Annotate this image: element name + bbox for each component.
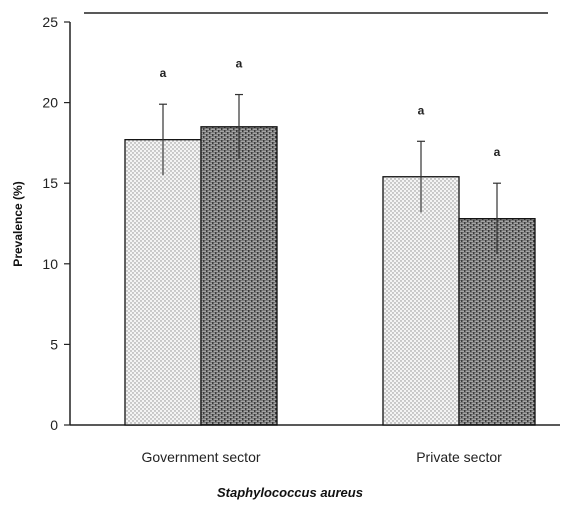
y-tick-label: 0 <box>50 417 58 433</box>
y-axis-title: Prevalence (%) <box>11 181 25 266</box>
y-tick-label: 10 <box>42 256 58 272</box>
y-tick-label: 20 <box>42 95 58 111</box>
bar-private-series-1 <box>382 176 460 426</box>
significance-label: a <box>160 66 167 80</box>
category-label: Private sector <box>416 449 502 465</box>
y-tick-label: 15 <box>42 175 58 191</box>
category-label-group: Government sector Private sector <box>141 449 502 465</box>
significance-label-group: a a a a <box>160 57 501 160</box>
y-tick-label: 5 <box>50 336 58 352</box>
category-label: Government sector <box>141 449 260 465</box>
significance-label: a <box>418 103 425 117</box>
bar-government-series-2 <box>200 126 278 426</box>
bar-group <box>124 126 536 426</box>
x-axis-title: Staphylococcus aureus <box>217 485 363 500</box>
significance-label: a <box>494 145 501 159</box>
bar-government-series-1 <box>124 139 202 426</box>
y-tick-group: 0 5 10 15 20 25 <box>42 14 70 433</box>
y-tick-label: 25 <box>42 14 58 30</box>
error-bar-group <box>159 93 501 255</box>
significance-label: a <box>236 57 243 71</box>
